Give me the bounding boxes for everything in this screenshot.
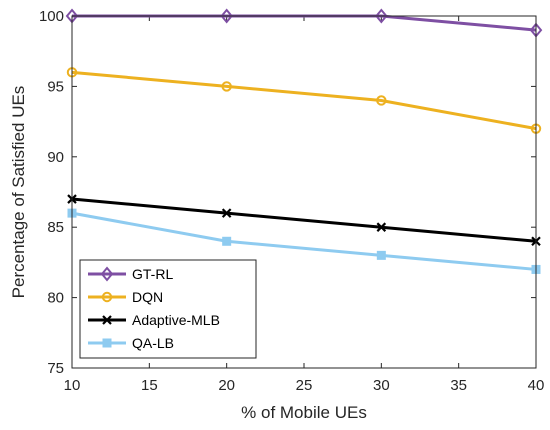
data-point-adaptive-mlb (376, 222, 387, 232)
y-tick-label: 95 (47, 78, 64, 95)
legend-item-adaptive-mlb: Adaptive-MLB (88, 312, 220, 328)
data-point-gt-rl (220, 8, 233, 24)
data-point-dqn (221, 81, 232, 92)
x-tick-label: 15 (141, 377, 158, 394)
x-tick-label: 30 (373, 377, 390, 394)
legend-item-gt-rl: GT-RL (88, 266, 173, 282)
y-tick-label: 85 (47, 219, 64, 236)
legend-label: DQN (132, 289, 163, 305)
series-line-adaptive-mlb (71, 197, 537, 243)
y-axis-label: Percentage of Satisfied UEs (9, 86, 28, 299)
axis-ticks: 10 15 20 25 30 35 40 75 80 85 90 95 100 (39, 8, 544, 394)
x-tick-label: 20 (218, 377, 235, 394)
data-point-adaptive-mlb (221, 208, 232, 218)
data-point-qa-lb (376, 250, 386, 260)
legend: GT-RL DQN Adaptive-MLB QA-LB (79, 259, 257, 359)
legend-marker-dqn (101, 291, 113, 303)
legend-marker-qa-lb (102, 338, 112, 348)
y-tick-label: 80 (47, 290, 64, 307)
data-point-dqn (376, 95, 387, 106)
legend-marker-gt-rl (100, 266, 114, 282)
legend-label: Adaptive-MLB (132, 312, 220, 328)
legend-marker-adaptive-mlb (102, 315, 112, 325)
x-tick-label: 35 (450, 377, 467, 394)
data-point-gt-rl (375, 8, 388, 24)
x-tick-label: 25 (296, 377, 313, 394)
series-adaptive-mlb (67, 194, 541, 247)
series-line-qa-lb (71, 211, 537, 271)
plot-frame (71, 15, 537, 369)
y-tick-label: 75 (47, 360, 64, 377)
x-axis-label: % of Mobile UEs (241, 403, 367, 422)
series-line-dqn (71, 70, 537, 131)
y-tick-label: 90 (47, 149, 64, 166)
x-tick-label: 10 (64, 377, 81, 394)
legend-item-qa-lb: QA-LB (88, 335, 174, 351)
legend-label: QA-LB (132, 335, 174, 351)
legend-label: GT-RL (132, 266, 173, 282)
data-point-qa-lb (222, 236, 232, 246)
legend-item-dqn: DQN (88, 289, 163, 305)
y-tick-label: 100 (39, 8, 64, 25)
x-tick-label: 40 (528, 377, 545, 394)
